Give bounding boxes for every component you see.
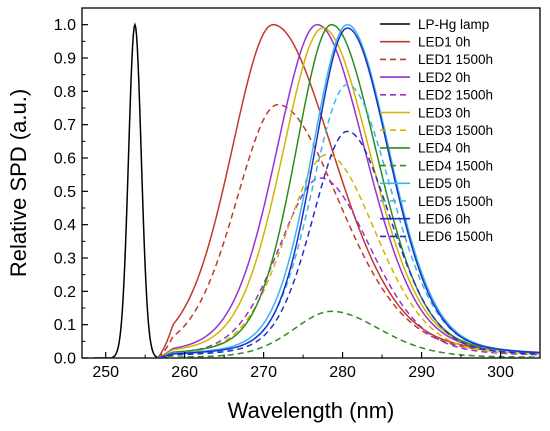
series-line-9 — [157, 23, 540, 358]
legend-label: LED4 1500h — [418, 158, 493, 173]
x-axis-title: Wavelength (nm) — [228, 398, 395, 423]
y-tick-label: 0.6 — [54, 151, 76, 168]
x-tick-label: 280 — [329, 364, 356, 381]
x-tick-label: 250 — [92, 364, 119, 381]
x-tick-label: 260 — [171, 364, 198, 381]
y-tick-label: 0.1 — [54, 317, 76, 334]
y-tick-label: 1.0 — [54, 17, 76, 34]
legend-label: LED6 1500h — [418, 229, 493, 244]
legend-label: LED1 1500h — [418, 52, 493, 67]
series-line-4 — [157, 177, 540, 358]
legend-label: LP-Hg lamp — [418, 17, 489, 32]
series-line-0 — [93, 22, 173, 358]
y-tick-label: 0.7 — [54, 117, 76, 134]
y-tick-label: 0.8 — [54, 84, 76, 101]
axis-ticks: 250 260 270 280 290 300 0.0 0.1 0.2 0.3 0.4 0.5 0.6 0… — [54, 7, 541, 381]
x-tick-label: 300 — [487, 364, 514, 381]
series-line-1 — [157, 23, 540, 358]
y-tick-label: 0.5 — [54, 184, 76, 201]
y-tick-label: 0.4 — [54, 217, 76, 234]
legend-label: LED2 0h — [418, 70, 471, 85]
legend-label: LED3 1500h — [418, 123, 493, 138]
series-line-6 — [157, 153, 540, 358]
x-tick-label: 270 — [250, 364, 277, 381]
y-tick-label: 0.9 — [54, 51, 76, 68]
legend-label: LED3 0h — [418, 105, 471, 120]
y-tick-label: 0.0 — [54, 351, 76, 368]
legend-label: LED6 0h — [418, 212, 471, 227]
y-tick-label: 0.2 — [54, 284, 76, 301]
series-line-11 — [157, 27, 540, 358]
legend-label: LED5 0h — [418, 176, 471, 191]
series-curves — [93, 22, 540, 358]
legend-label: LED5 1500h — [418, 194, 493, 209]
series-line-12 — [157, 130, 540, 358]
y-tick-label: 0.3 — [54, 251, 76, 268]
legend-label: LED2 1500h — [418, 88, 493, 103]
legend-label: LED1 0h — [418, 35, 471, 50]
plot-frame — [81, 7, 541, 359]
legend: LP-Hg lamp LED1 0h LED1 1500h LED2 0h LED2 1… — [380, 17, 493, 244]
series-line-7 — [157, 23, 540, 358]
y-axis-title: Relative SPD (a.u.) — [6, 89, 31, 277]
series-line-8 — [157, 310, 540, 358]
x-tick-label: 290 — [408, 364, 435, 381]
legend-label: LED4 0h — [418, 141, 471, 156]
